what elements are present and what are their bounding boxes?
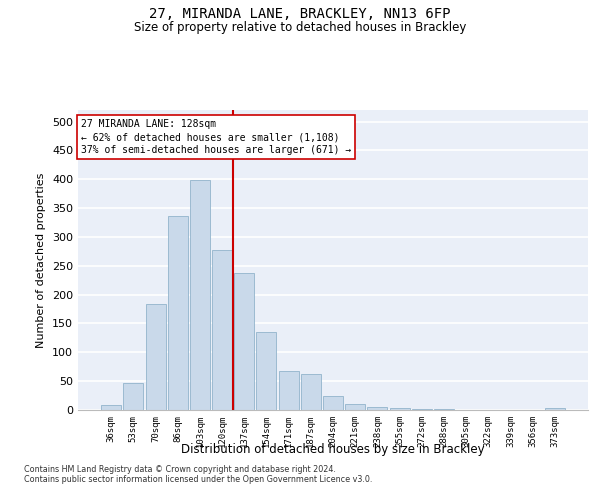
Y-axis label: Number of detached properties: Number of detached properties xyxy=(37,172,46,348)
Text: Distribution of detached houses by size in Brackley: Distribution of detached houses by size … xyxy=(181,442,485,456)
Text: 27 MIRANDA LANE: 128sqm
← 62% of detached houses are smaller (1,108)
37% of semi: 27 MIRANDA LANE: 128sqm ← 62% of detache… xyxy=(80,119,351,156)
Text: Contains public sector information licensed under the Open Government Licence v3: Contains public sector information licen… xyxy=(24,476,373,484)
Bar xyxy=(367,407,388,410)
Bar xyxy=(234,272,254,410)
Bar xyxy=(412,409,432,410)
Bar xyxy=(545,408,565,410)
Bar xyxy=(389,408,410,410)
Text: 27, MIRANDA LANE, BRACKLEY, NN13 6FP: 27, MIRANDA LANE, BRACKLEY, NN13 6FP xyxy=(149,8,451,22)
Text: Size of property relative to detached houses in Brackley: Size of property relative to detached ho… xyxy=(134,21,466,34)
Bar xyxy=(212,250,232,410)
Bar xyxy=(101,406,121,410)
Bar xyxy=(278,372,299,410)
Bar xyxy=(124,384,143,410)
Bar xyxy=(345,404,365,410)
Text: Contains HM Land Registry data © Crown copyright and database right 2024.: Contains HM Land Registry data © Crown c… xyxy=(24,466,336,474)
Bar xyxy=(146,304,166,410)
Bar xyxy=(301,374,321,410)
Bar xyxy=(168,216,188,410)
Bar xyxy=(323,396,343,410)
Bar xyxy=(256,332,277,410)
Bar xyxy=(190,180,210,410)
